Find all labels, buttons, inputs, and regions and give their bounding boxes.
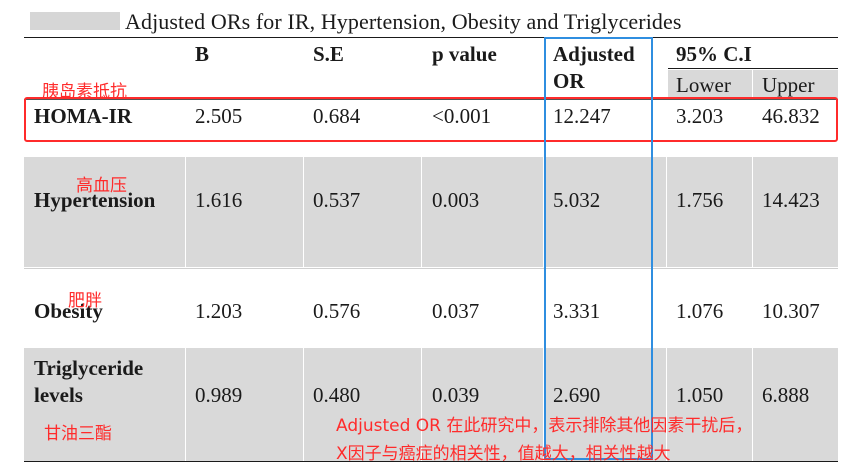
- cell-homa-upper: 46.832: [762, 104, 820, 128]
- row-label-hypertension: Hypertension: [34, 188, 156, 212]
- cell-homa-or: 12.247: [553, 104, 611, 128]
- header-bottom-rule: [24, 99, 838, 100]
- note-triglyceride: 甘油三酯: [44, 424, 112, 444]
- row-label-obesity: Obesity: [34, 299, 103, 323]
- col-divider: [421, 348, 422, 462]
- col-divider: [543, 348, 544, 462]
- cell-hyper-se: 0.537: [313, 188, 361, 212]
- col-divider: [543, 157, 544, 267]
- cell-homa-lower: 3.203: [676, 104, 724, 128]
- cell-obesity-upper: 10.307: [762, 299, 820, 323]
- row-shade-triglyceride: [24, 348, 838, 462]
- col-divider: [752, 348, 753, 462]
- col-header-se: S.E: [313, 42, 344, 66]
- col-header-ci: 95% C.I: [676, 42, 752, 66]
- cell-trig-lower: 1.050: [676, 383, 724, 407]
- col-divider: [666, 348, 667, 462]
- note-obesity: 肥胖: [68, 291, 102, 311]
- col-divider: [421, 157, 422, 267]
- col-divider: [185, 348, 186, 462]
- cell-trig-upper: 6.888: [762, 383, 810, 407]
- cell-trig-se: 0.480: [313, 383, 361, 407]
- col-header-or: OR: [553, 69, 585, 93]
- cell-hyper-p: 0.003: [432, 188, 480, 212]
- col-header-upper: Upper: [762, 73, 815, 97]
- cell-trig-or: 2.690: [553, 383, 601, 407]
- col-header-lower: Lower: [676, 73, 731, 97]
- top-rule: [24, 37, 838, 38]
- cell-trig-b: 0.989: [195, 383, 243, 407]
- homa-ir-highlight-box: [24, 97, 838, 142]
- cell-homa-p: <0.001: [432, 104, 492, 128]
- ci-underline: [668, 68, 838, 69]
- row-label-levels: levels: [34, 383, 83, 407]
- col-header-p-value: p value: [432, 42, 497, 66]
- cell-obesity-lower: 1.076: [676, 299, 724, 323]
- row-divider-obesity: [24, 268, 838, 269]
- col-divider: [303, 157, 304, 267]
- row-label-triglyceride: Triglyceride: [34, 356, 144, 380]
- cell-obesity-b: 1.203: [195, 299, 243, 323]
- cell-hyper-b: 1.616: [195, 188, 243, 212]
- adjusted-or-highlight-box: [544, 37, 653, 460]
- cell-obesity-p: 0.037: [432, 299, 480, 323]
- col-header-b: B: [195, 42, 210, 66]
- note-hypertension: 高血压: [76, 176, 127, 196]
- col-divider: [666, 157, 667, 267]
- bottom-rule: [24, 461, 838, 462]
- annotation-line-2: X因子与癌症的相关性，值越大，相关性越大: [336, 444, 671, 464]
- col-divider: [185, 157, 186, 267]
- cell-homa-b: 2.505: [195, 104, 243, 128]
- row-label-homa-ir: HOMA-IR: [34, 104, 132, 128]
- col-divider: [303, 348, 304, 462]
- col-header-adjusted: Adjusted: [553, 42, 635, 66]
- table-caption: Adjusted ORs for IR, Hypertension, Obesi…: [125, 9, 682, 34]
- note-homa-ir: 胰岛素抵抗: [42, 82, 127, 102]
- ci-subheader-shade: [668, 70, 838, 99]
- col-divider: [752, 157, 753, 267]
- cell-obesity-or: 3.331: [553, 299, 601, 323]
- cell-hyper-upper: 14.423: [762, 188, 820, 212]
- blurred-label: [30, 12, 120, 30]
- cell-homa-se: 0.684: [313, 104, 361, 128]
- ci-subheader-divider: [752, 70, 753, 99]
- cell-hyper-or: 5.032: [553, 188, 601, 212]
- annotation-line-1: Adjusted OR 在此研究中，表示排除其他因素干扰后，: [336, 416, 753, 436]
- cell-obesity-se: 0.576: [313, 299, 361, 323]
- row-shade-hypertension: [24, 157, 838, 267]
- cell-hyper-lower: 1.756: [676, 188, 724, 212]
- cell-trig-p: 0.039: [432, 383, 480, 407]
